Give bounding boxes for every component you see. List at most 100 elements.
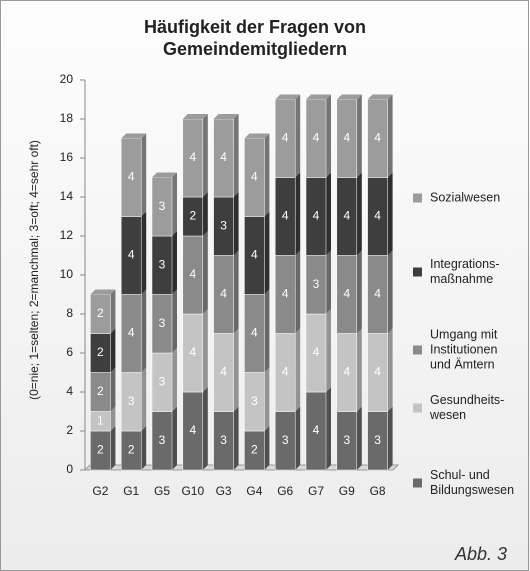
bar-top [244, 133, 270, 139]
x-tick-label: G5 [154, 484, 170, 498]
data-label: 2 [128, 443, 135, 457]
legend-swatch [413, 193, 422, 203]
bar-side [110, 328, 116, 373]
data-label: 4 [128, 170, 135, 184]
data-label: 4 [189, 150, 196, 164]
bar-side [141, 426, 147, 470]
legend-label: Sozialwesen [430, 190, 501, 205]
bar-side [141, 367, 147, 431]
bar-side [202, 114, 208, 197]
data-label: 4 [128, 326, 135, 340]
bar-side [356, 172, 362, 256]
legend-swatch [413, 345, 422, 355]
data-label: 4 [313, 345, 320, 359]
data-label: 4 [220, 287, 227, 301]
bar-side [141, 133, 147, 217]
bar-side [141, 289, 147, 373]
data-label: 4 [313, 423, 320, 437]
data-label: 3 [220, 218, 227, 232]
bar-side [387, 172, 393, 256]
data-label: 3 [374, 433, 381, 447]
data-label: 2 [97, 443, 104, 457]
bar-side [202, 192, 208, 236]
x-tick-label: G1 [123, 484, 139, 498]
bar-side [172, 348, 177, 412]
bar-side [264, 211, 270, 295]
y-tick-label: 18 [60, 111, 74, 125]
y-tick-label: 6 [66, 345, 73, 359]
y-tick-label: 14 [60, 189, 74, 203]
bar-top [367, 94, 393, 100]
bar-side [387, 250, 393, 334]
y-axis-label: (0=nie; 1=selten; 2=manchmal; 3=oft; 4=s… [27, 140, 41, 400]
data-label: 3 [159, 316, 166, 330]
bar-side [172, 231, 177, 295]
y-tick-label: 4 [66, 384, 73, 398]
bar-side [110, 406, 116, 431]
y-tick-label: 12 [60, 228, 74, 242]
legend-swatch [413, 403, 422, 413]
data-label: 2 [189, 209, 196, 223]
bar-side [295, 406, 301, 470]
data-label: 3 [313, 277, 320, 291]
data-label: 4 [282, 287, 289, 301]
data-label: 2 [97, 345, 104, 359]
bar-side [141, 211, 147, 295]
bar-side [326, 94, 331, 178]
x-tick-label: G8 [370, 484, 386, 498]
data-label: 4 [220, 365, 227, 379]
bar-side [233, 406, 239, 470]
x-tick-label: G10 [181, 484, 204, 498]
data-label: 4 [343, 209, 350, 223]
data-label: 4 [282, 209, 289, 223]
data-label: 3 [220, 433, 227, 447]
y-tick-label: 20 [60, 72, 74, 86]
y-tick-label: 10 [60, 267, 74, 281]
data-label: 3 [159, 257, 166, 271]
data-label: 4 [189, 267, 196, 281]
data-label: 4 [282, 131, 289, 145]
data-label: 4 [343, 365, 350, 379]
data-label: 3 [159, 374, 166, 388]
bar-side [233, 192, 239, 256]
data-label: 4 [343, 131, 350, 145]
data-label: 3 [282, 433, 289, 447]
bar-side [356, 250, 362, 334]
data-label: 3 [251, 394, 258, 408]
bar-side [387, 406, 393, 470]
legend-label: Umgang mit Institutionen und Ämtern [430, 327, 498, 372]
x-tick-label: G3 [216, 484, 232, 498]
data-label: 4 [374, 209, 381, 223]
x-tick-label: G4 [246, 484, 262, 498]
data-label: 3 [343, 433, 350, 447]
data-label: 4 [343, 287, 350, 301]
data-label: 4 [189, 423, 196, 437]
bar-side [264, 133, 270, 217]
bar-top [152, 172, 177, 178]
bar-side [326, 172, 331, 256]
y-tick-label: 0 [66, 462, 73, 476]
data-label: 4 [251, 248, 258, 262]
bar-side [356, 94, 362, 178]
bar-side [110, 426, 116, 470]
bar-top [90, 289, 116, 295]
legend-label: Gesundheits- wesen [430, 393, 505, 422]
bar-side [326, 250, 331, 314]
bar-top [306, 94, 331, 100]
bar-side [295, 328, 301, 412]
bar-side [356, 406, 362, 470]
y-tick-label: 8 [66, 306, 73, 320]
bar-side [264, 367, 270, 431]
bar-side [295, 172, 301, 256]
legend-label: Integrations- maßnahme [430, 257, 500, 286]
bar-top [275, 94, 301, 100]
caption: Abb. 3 [455, 544, 508, 564]
bar-top [336, 94, 362, 100]
data-label: 4 [128, 248, 135, 262]
bar-side [387, 94, 393, 178]
bar-side [264, 289, 270, 373]
bar-side [295, 94, 301, 178]
x-tick-label: G2 [92, 484, 108, 498]
